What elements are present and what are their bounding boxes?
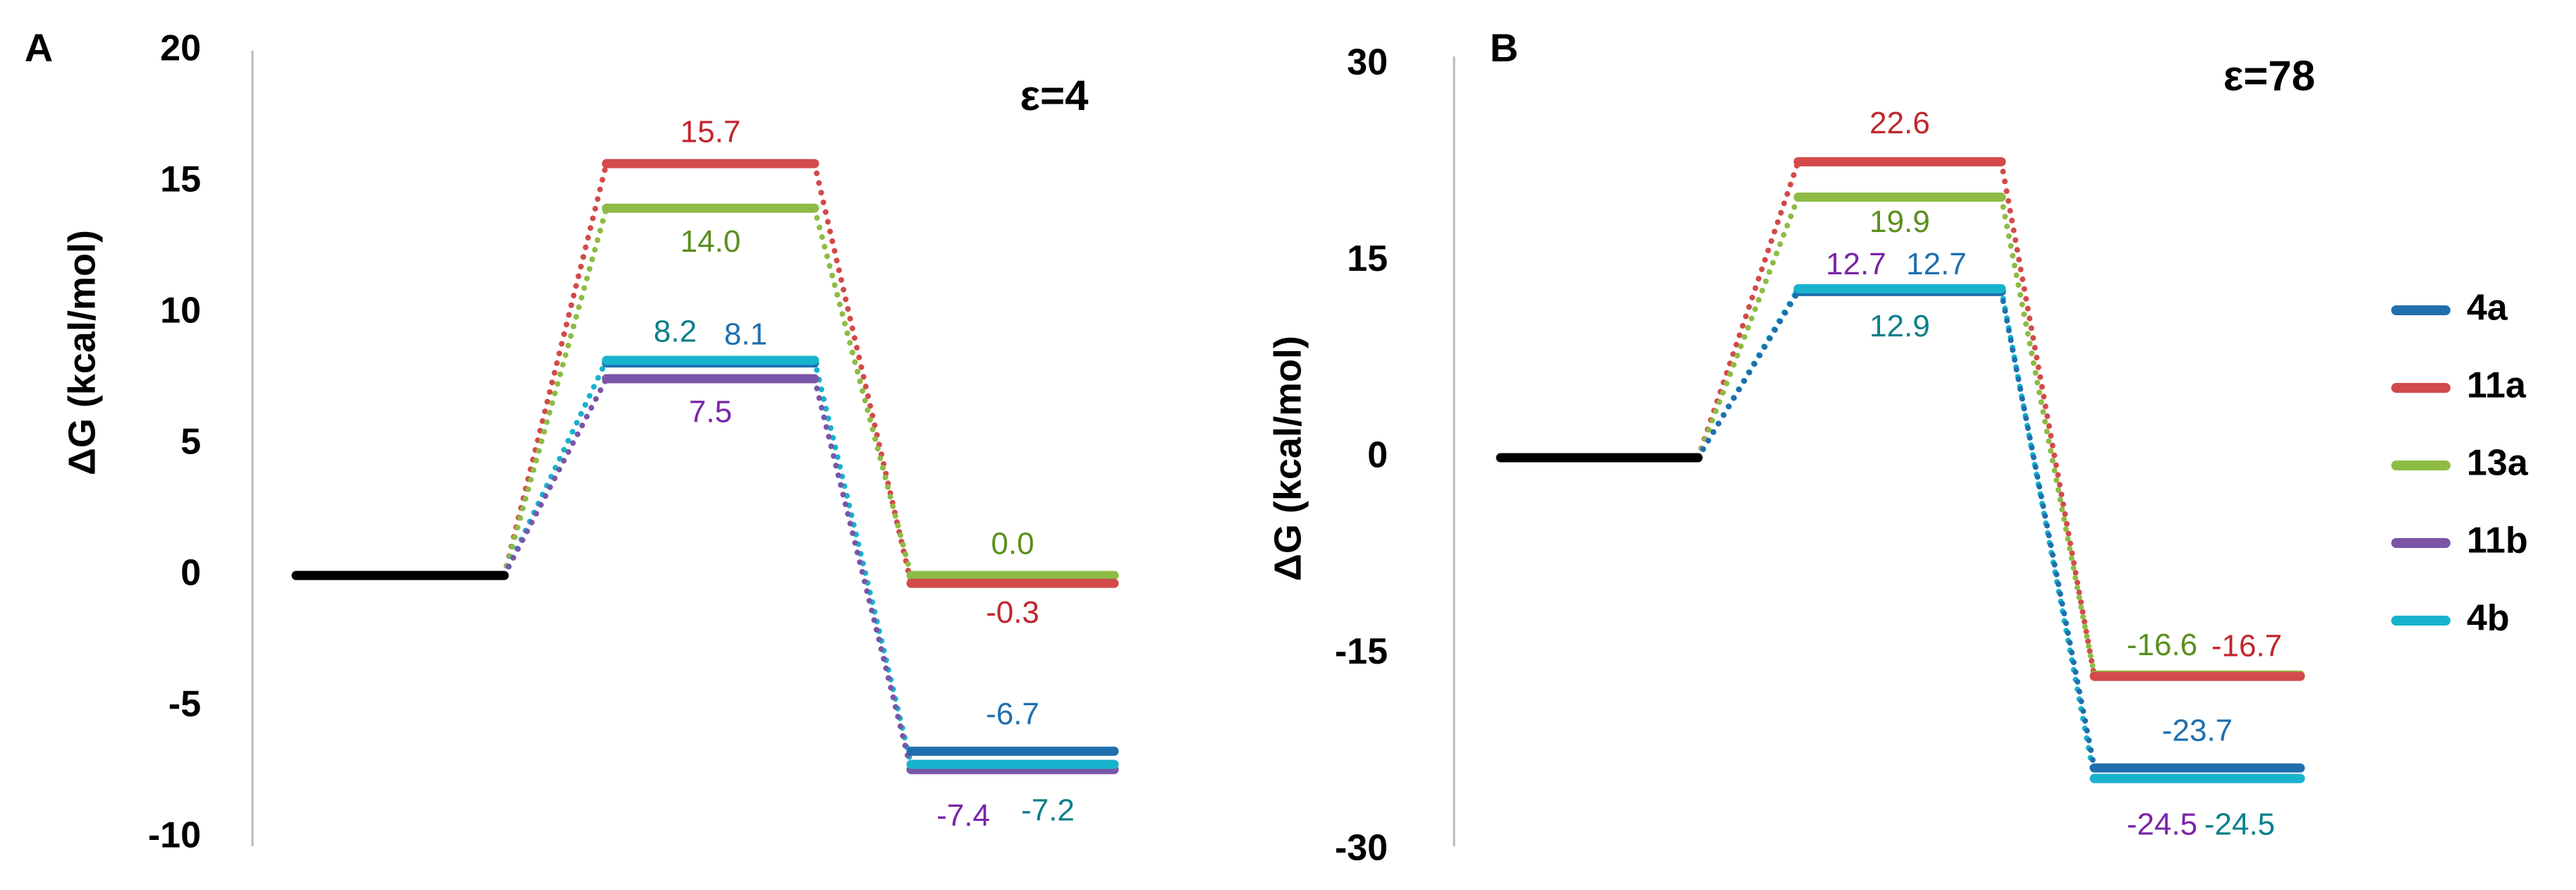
ts-value-label-4a: 8.1: [724, 317, 767, 351]
product-value-label-11b: -7.4: [936, 798, 990, 833]
y-axis-title: ΔG (kcal/mol): [61, 230, 103, 475]
panel-label: B: [1490, 25, 1518, 70]
panel-label: A: [25, 25, 53, 70]
y-tick-label: 20: [160, 28, 201, 69]
ts-value-label-11a: 22.6: [1869, 106, 1930, 140]
connector-13a-reactant-ts: [501, 205, 609, 578]
connector-11a-reactant-ts: [1695, 159, 1801, 461]
connector-11b-ts-product: [812, 376, 914, 773]
ts-value-label-11a: 15.7: [680, 115, 741, 150]
condition-label: ε=78: [2223, 52, 2315, 99]
connector-11a-ts-product: [812, 160, 914, 587]
y-tick-label: -30: [1335, 828, 1388, 869]
connector-11b-reactant-ts: [501, 376, 609, 578]
connector-13a-reactant-ts: [1695, 194, 1801, 461]
ts-value-label-11b: 12.7: [1826, 247, 1886, 281]
connector-4a-reactant-ts: [1695, 288, 1801, 461]
ts-value-label-4a: 12.7: [1906, 247, 1967, 281]
ts-value-label-4b: 12.9: [1869, 309, 1930, 343]
legend: 4a 11a 13a 11b 4b: [2391, 288, 2529, 639]
product-value-label-4b: -7.2: [1021, 793, 1075, 827]
y-tick-label: 15: [160, 159, 201, 200]
y-tick-label: 0: [1367, 435, 1388, 476]
product-value-label-11b: -24.5: [2127, 807, 2197, 842]
y-tick-label: 10: [160, 291, 201, 331]
legend-label-11a: 11a: [2467, 365, 2527, 406]
product-value-label-4a: -6.7: [986, 697, 1039, 731]
legend-label-11b: 11b: [2467, 520, 2528, 561]
y-tick-label: 15: [1347, 238, 1388, 279]
product-value-label-13a: 0.0: [991, 527, 1034, 561]
legend-label-4a: 4a: [2467, 288, 2508, 329]
product-value-label-11a: -0.3: [986, 595, 1039, 630]
product-value-label-4b: -24.5: [2204, 807, 2275, 842]
y-tick-label: 5: [181, 422, 201, 463]
y-tick-label: 30: [1347, 42, 1388, 83]
connector-4b-ts-product: [812, 357, 914, 767]
product-value-label-13a: -16.6: [2127, 628, 2197, 662]
ts-value-label-13a: 19.9: [1869, 205, 1930, 239]
connector-11a-ts-product: [1998, 159, 2097, 680]
chart-panel-a: 20 15 10 5 0 -5 -10 ΔG (kcal/mol) Aε=4 15.7 -0.3 14…: [25, 25, 1119, 856]
product-value-label-4a: -23.7: [2162, 714, 2233, 748]
y-tick-label: -5: [169, 684, 201, 725]
legend-label-4b: 4b: [2467, 598, 2510, 639]
ts-value-label-4b: 8.2: [654, 315, 697, 349]
connector-13a-ts-product: [1998, 194, 2097, 678]
y-tick-label: 0: [181, 553, 201, 594]
product-value-label-11a: -16.7: [2211, 629, 2282, 664]
y-tick-label: -15: [1335, 631, 1388, 672]
chart-panel-b: 30 15 0 -15 -30 ΔG (kcal/mol) Bε=78 22.6 -16.7 19…: [1266, 25, 2315, 869]
connector-4a-ts-product: [1998, 288, 2097, 772]
connector-13a-ts-product: [812, 205, 914, 578]
condition-label: ε=4: [1020, 72, 1089, 119]
y-tick-label: -10: [148, 815, 201, 856]
connector-11a-reactant-ts: [501, 160, 609, 578]
y-axis-title: ΔG (kcal/mol): [1266, 336, 1309, 581]
ts-value-label-13a: 14.0: [680, 224, 741, 259]
legend-label-13a: 13a: [2467, 443, 2529, 484]
ts-value-label-11b: 7.5: [689, 395, 732, 429]
